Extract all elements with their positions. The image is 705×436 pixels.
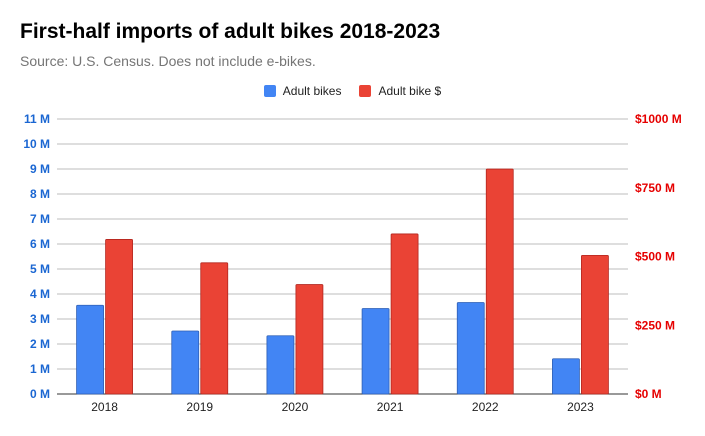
y-left-tick-label: 8 M <box>30 187 50 201</box>
chart-title: First-half imports of adult bikes 2018-2… <box>20 20 441 43</box>
y-left-tick-label: 3 M <box>30 312 50 326</box>
legend-label-adult-bike-dollars: Adult bike $ <box>378 84 442 98</box>
bar-adult-bike-dollars <box>295 284 324 395</box>
y-left-tick-label: 1 M <box>30 362 50 376</box>
y-right-tick-label: $250 M <box>635 318 675 332</box>
y-left-tick-label: 4 M <box>30 287 50 301</box>
bar-adult-bikes <box>361 308 390 395</box>
bar-adult-bike-dollars <box>485 168 514 395</box>
legend: Adult bikes Adult bike $ <box>0 82 705 100</box>
bar-adult-bike-dollars <box>200 262 229 395</box>
bar-adult-bikes <box>171 330 200 395</box>
x-tick-label: 2022 <box>472 400 499 414</box>
legend-item-adult-bike-dollars[interactable]: Adult bike $ <box>359 84 441 98</box>
bar-adult-bikes <box>456 302 485 395</box>
y-left-tick-label: 11 M <box>24 112 50 126</box>
y-left-tick-label: 7 M <box>30 212 50 226</box>
y-right-tick-label: $750 M <box>635 181 675 195</box>
y-left-tick-label: 2 M <box>30 337 50 351</box>
bar-adult-bikes <box>552 358 580 395</box>
bar-adult-bike-dollars <box>390 233 419 395</box>
bar-adult-bikes <box>76 304 104 395</box>
y-right-tick-label: $1000 M <box>635 112 682 126</box>
legend-item-adult-bikes[interactable]: Adult bikes <box>263 84 342 98</box>
y-left-tick-label: 10 M <box>23 137 50 151</box>
bar-adult-bikes <box>266 335 295 395</box>
legend-swatch-adult-bikes <box>263 85 276 97</box>
y-right-tick-label: $500 M <box>635 250 675 264</box>
bar-adult-bike-dollars <box>581 254 609 395</box>
y-left-tick-label: 5 M <box>30 262 50 276</box>
x-tick-label: 2019 <box>186 400 213 414</box>
legend-swatch-adult-bike-dollars <box>359 85 372 97</box>
x-tick-label: 2018 <box>91 400 118 414</box>
y-left-tick-label: 0 M <box>30 387 50 401</box>
y-left-tick-label: 9 M <box>30 162 50 176</box>
x-tick-label: 2023 <box>567 400 594 414</box>
y-right-tick-label: $0 M <box>635 387 662 401</box>
legend-label-adult-bikes: Adult bikes <box>282 84 342 98</box>
y-left-tick-label: 6 M <box>30 237 50 251</box>
x-tick-label: 2020 <box>282 400 309 414</box>
x-tick-label: 2021 <box>377 400 404 414</box>
bar-adult-bike-dollars <box>105 239 133 395</box>
chart-subtitle: Source: U.S. Census. Does not include e-… <box>20 53 316 69</box>
